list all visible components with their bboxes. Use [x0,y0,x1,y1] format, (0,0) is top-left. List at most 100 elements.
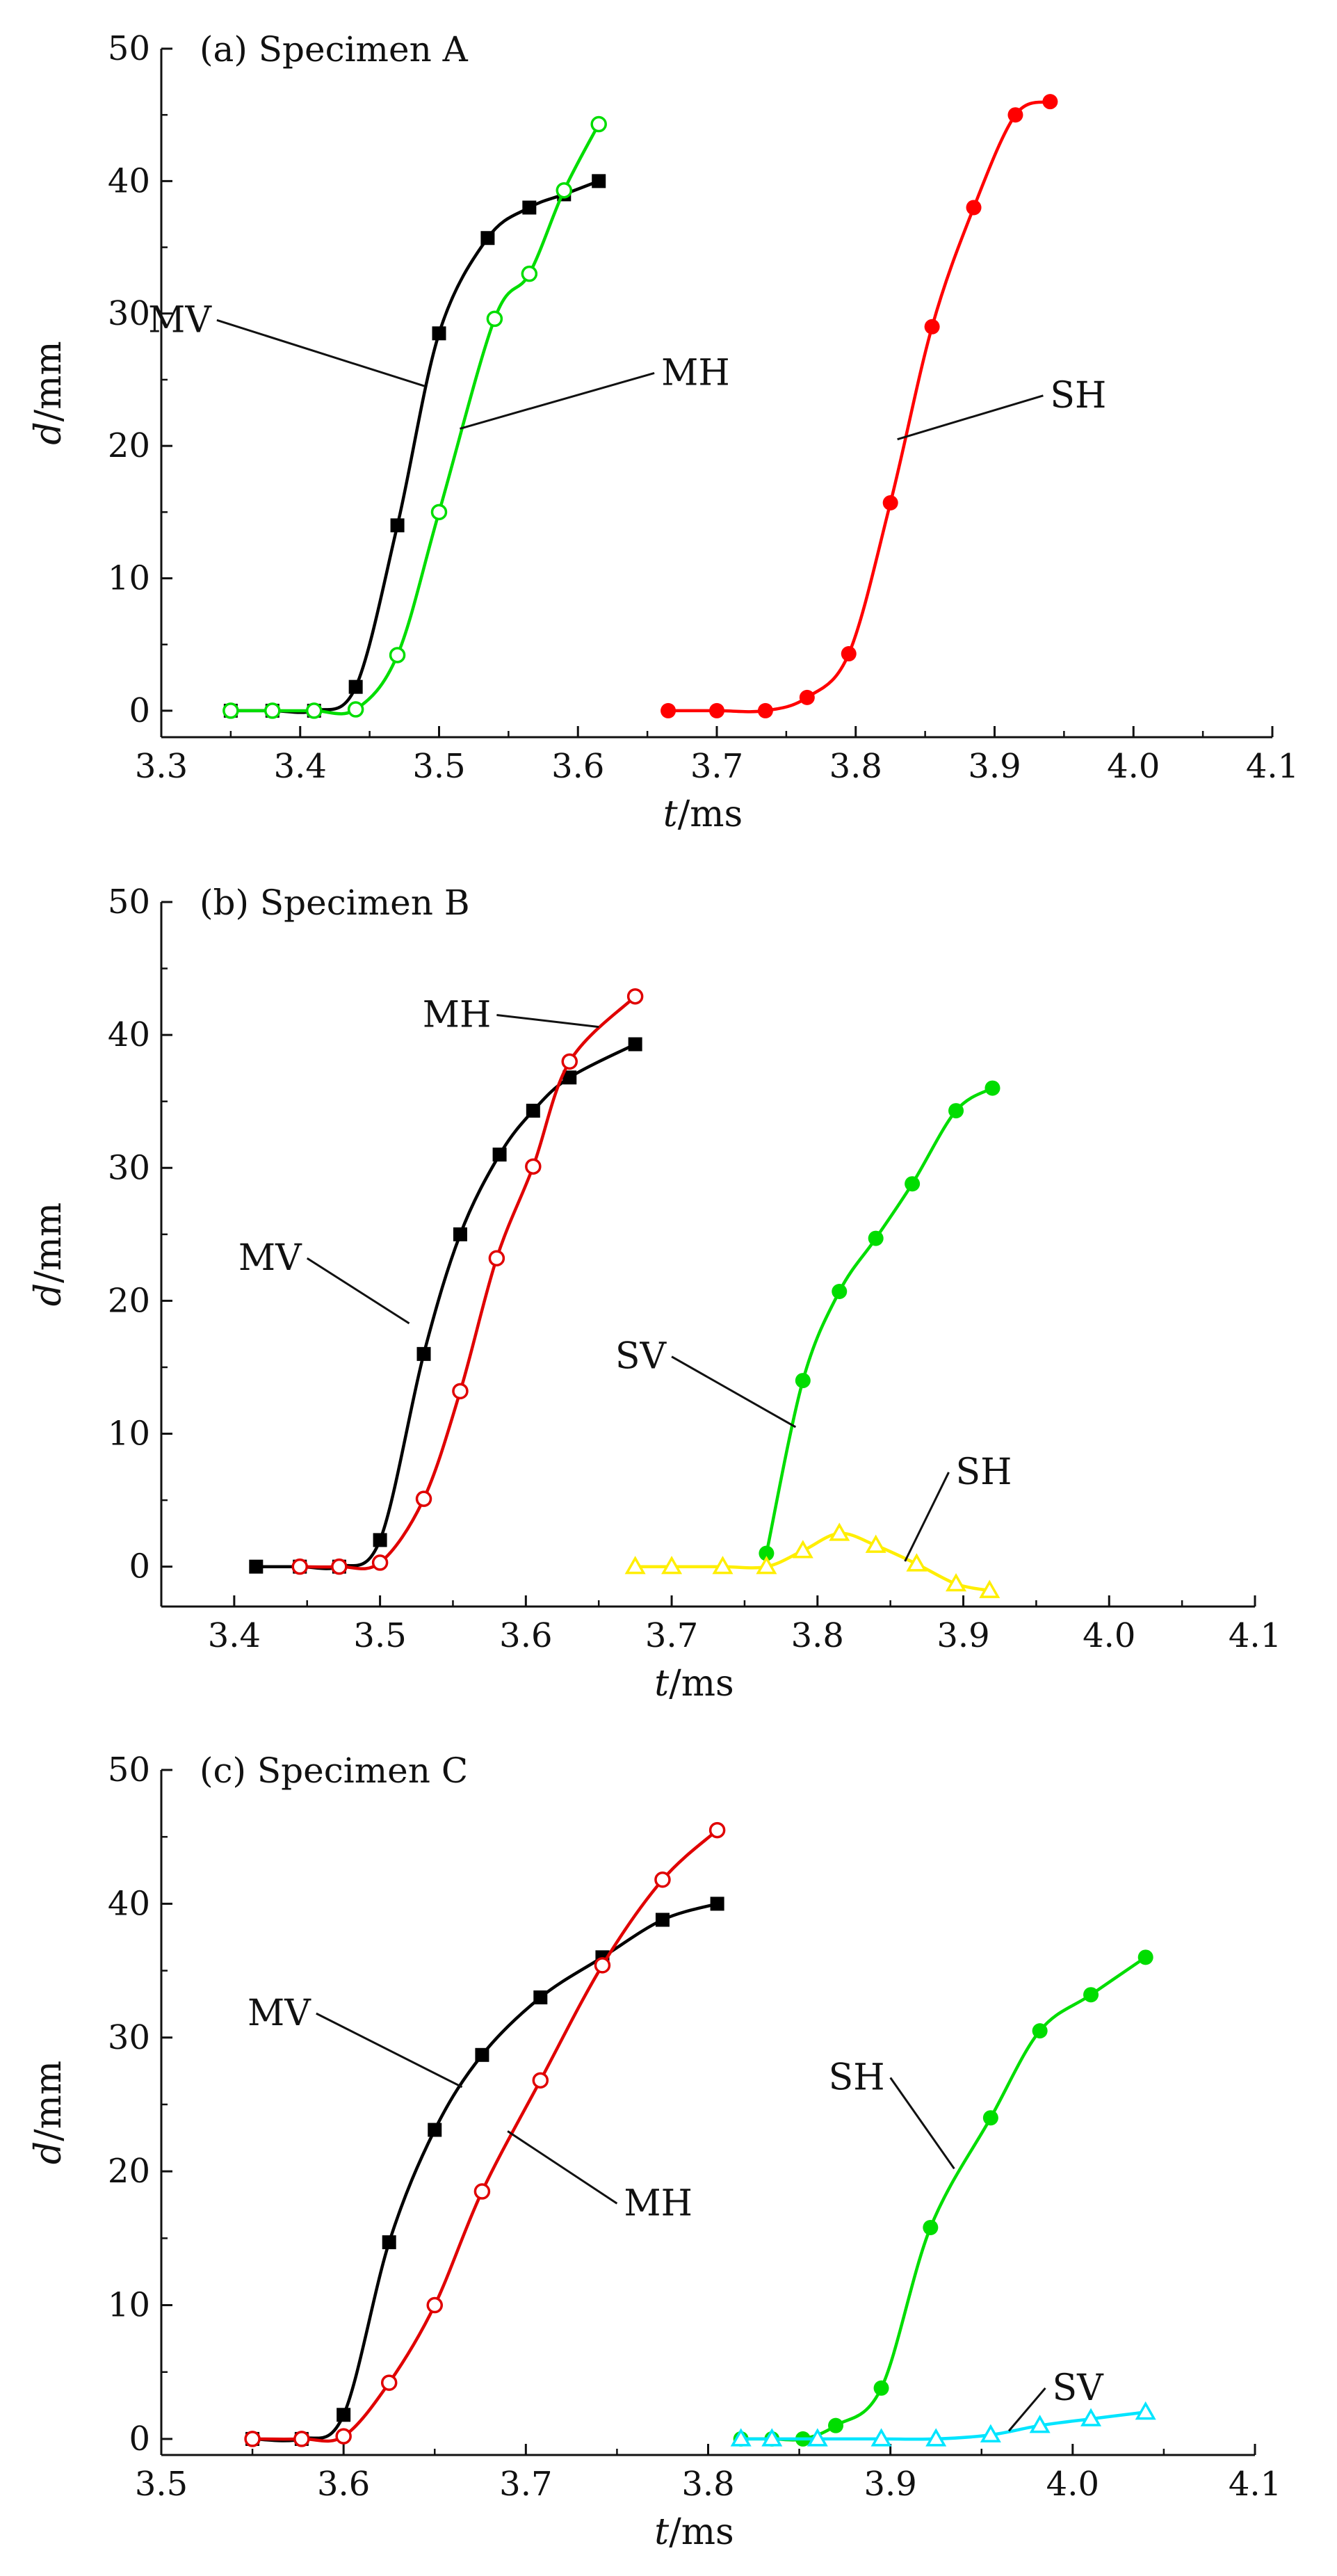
data-point [244,2431,261,2447]
series-sv [759,1080,1000,1561]
data-point [390,518,405,533]
data-point [291,1558,308,1575]
annotation-label-sv: SV [1053,2367,1105,2409]
y-tick-label: 20 [108,1281,150,1320]
chart-1: 3.3 3.4 3.5 3.6 3.7 3.8 3.9 4.0 4.1 0 10 20 30 40 50 (a… [28,29,1299,835]
y-tick-label: 0 [129,2420,150,2458]
x-tick-label: 3.8 [829,747,882,786]
series-mh [244,1821,726,2447]
x-axis-label-symbol: t [654,2511,669,2553]
y-tick-label: 10 [108,559,150,598]
annotation-label-mh: MH [661,352,730,394]
chart-title: (c) Specimen C [200,1750,468,1791]
annotation-label-mv: MV [238,1237,302,1279]
data-point [488,1250,505,1266]
y-axis-label-unit: /mm [28,2061,70,2141]
data-point [389,647,406,663]
y-axis-label: d/mm [28,1202,70,1306]
y-tick-label: 20 [108,2152,150,2191]
series-line [300,995,637,1570]
chart-title: (a) Specimen A [200,29,469,70]
y-axis-label-symbol: d [28,1283,70,1306]
data-point [1135,2401,1156,2420]
x-tick-label: 3.4 [208,1616,261,1655]
y-tick-label: 30 [108,1148,150,1187]
x-axis-label-unit: /ms [669,1663,734,1705]
x-tick-label: 3.5 [135,2465,188,2504]
data-point [415,1490,432,1507]
chart-title: (b) Specimen B [200,883,470,923]
data-point [925,2428,947,2447]
data-point [966,200,982,216]
data-point [526,1104,540,1118]
data-point [428,2123,442,2137]
data-point [948,1103,964,1119]
data-point [795,1373,811,1389]
data-point [532,2072,549,2089]
data-point [712,1556,734,1575]
data-point [829,1522,850,1541]
x-tick-label: 3.3 [135,747,188,786]
series-line [256,1043,636,1570]
data-point [1007,107,1023,123]
annotation-leader [216,319,426,387]
data-point [757,702,773,718]
data-point [480,231,495,245]
x-axis-label-symbol: t [663,794,678,835]
x-tick-label: 3.6 [499,1616,552,1655]
data-point [661,1556,683,1575]
annotation-leader [496,1013,599,1029]
series-sh [624,1522,1000,1598]
x-tick-label: 4.1 [1229,2465,1281,2504]
data-point [807,2428,828,2447]
annotation-leader [1007,2387,1046,2432]
x-tick-label: 3.9 [864,2465,916,2504]
x-axis-label: t/ms [663,794,743,835]
annotation-leader [507,2130,618,2205]
data-point [661,702,676,718]
data-point [426,2296,443,2314]
x-tick-label: 3.5 [412,747,465,786]
x-axis-label: t/ms [654,2511,734,2553]
y-axis-label: d/mm [28,2061,70,2164]
series-sh [661,94,1058,718]
x-tick-label: 3.4 [274,747,327,786]
data-point [453,1227,467,1241]
data-point [868,1230,884,1246]
series-mh [291,988,644,1575]
data-point [430,504,448,521]
annotation-label-sh: SH [829,2056,885,2098]
data-point [590,115,607,133]
data-point [906,1553,927,1572]
y-tick-label: 40 [108,161,150,200]
series-line [635,1531,990,1593]
annotation-label-mv: MV [248,1993,311,2034]
data-point [870,2428,892,2447]
x-tick-label: 4.0 [1083,1616,1135,1655]
y-tick-label: 0 [129,691,150,730]
series-mv [223,174,606,718]
x-tick-label: 3.7 [690,747,743,786]
x-tick-label: 4.0 [1107,747,1160,786]
x-tick-label: 3.6 [551,747,604,786]
y-tick-label: 50 [108,1750,150,1789]
data-point [832,1284,848,1300]
x-tick-label: 4.0 [1046,2465,1099,2504]
data-point [708,1821,726,1839]
data-point [592,174,606,188]
x-tick-label: 3.9 [968,747,1021,786]
chart-3: 3.5 3.6 3.7 3.8 3.9 4.0 4.1 0 10 20 30 40 50 (c) Spec… [28,1750,1281,2553]
y-tick-label: 30 [108,2018,150,2057]
data-point [792,1540,813,1559]
data-point [475,2047,489,2062]
data-point [905,1176,921,1192]
y-tick-label: 0 [129,1547,150,1586]
annotation-leader [306,1257,410,1325]
x-tick-label: 3.7 [645,1616,698,1655]
y-tick-label: 40 [108,1884,150,1923]
y-axis-label-symbol: d [28,421,70,444]
x-tick-label: 3.7 [499,2465,552,2504]
data-point [624,1556,646,1575]
data-point [979,1579,1000,1598]
data-point [730,2428,752,2447]
